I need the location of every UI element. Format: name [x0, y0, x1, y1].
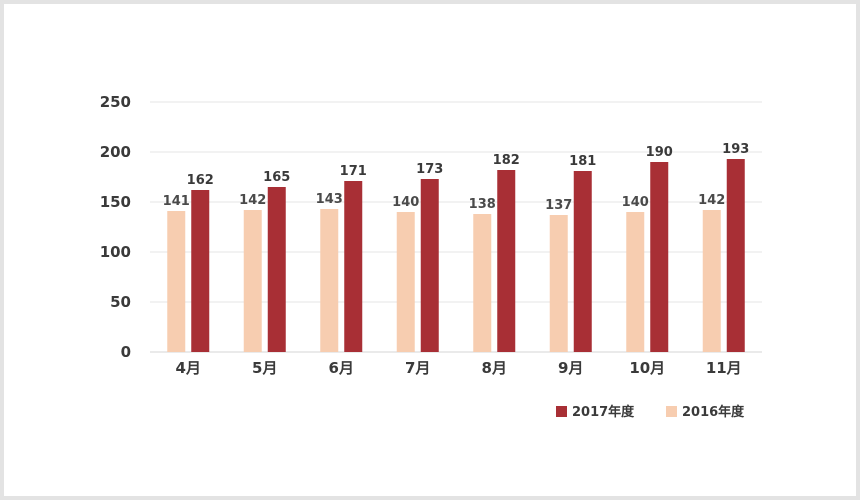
- y-axis: 0 50 100 150 200 250: [100, 93, 131, 361]
- bar: [726, 159, 745, 352]
- data-label: 142: [239, 193, 266, 208]
- bar: [344, 181, 363, 352]
- y-tick-label: 250: [100, 93, 131, 111]
- y-tick-label: 200: [100, 143, 131, 161]
- bar: [473, 214, 492, 352]
- data-label: 138: [469, 197, 496, 212]
- data-label: 182: [493, 153, 520, 168]
- bars: 141 162 142 165 143 171 140 173 138 182 137 181 140 1…: [163, 142, 749, 352]
- data-label: 162: [187, 173, 214, 188]
- data-label: 141: [163, 194, 190, 209]
- bar: [420, 179, 439, 352]
- x-tick-label: 7月: [405, 359, 430, 377]
- bar: [497, 170, 516, 352]
- bar: [243, 210, 262, 352]
- legend-label: 2017年度: [572, 404, 635, 420]
- bar: [191, 190, 210, 352]
- y-tick-label: 0: [121, 343, 131, 361]
- legend-label: 2016年度: [682, 404, 745, 420]
- data-label: 190: [646, 145, 673, 160]
- x-tick-label: 6月: [329, 359, 354, 377]
- x-tick-label: 4月: [176, 359, 201, 377]
- legend-swatch: [666, 406, 677, 417]
- bar: [267, 187, 286, 352]
- data-label: 173: [416, 162, 443, 177]
- x-tick-label: 11月: [706, 359, 742, 377]
- data-label: 140: [622, 195, 649, 210]
- data-label: 137: [545, 198, 572, 213]
- data-label: 143: [316, 192, 343, 207]
- bar: [626, 212, 645, 352]
- bar: [549, 215, 568, 352]
- bar: [573, 171, 592, 352]
- legend-swatch: [556, 406, 567, 417]
- x-tick-label: 10月: [629, 359, 665, 377]
- data-label: 181: [569, 154, 596, 169]
- bar: [650, 162, 669, 352]
- data-label: 193: [722, 142, 749, 157]
- data-label: 171: [340, 164, 367, 179]
- x-tick-label: 5月: [252, 359, 277, 377]
- legend: 2017年度 2016年度: [556, 404, 745, 420]
- y-tick-label: 50: [110, 293, 131, 311]
- y-tick-label: 100: [100, 243, 131, 261]
- data-label: 140: [392, 195, 419, 210]
- bar: [396, 212, 415, 352]
- x-tick-label: 8月: [482, 359, 507, 377]
- data-label: 165: [263, 170, 290, 185]
- y-tick-label: 150: [100, 193, 131, 211]
- gridlines: [150, 101, 762, 353]
- bar: [702, 210, 721, 352]
- bar: [320, 209, 339, 352]
- x-axis: 4月 5月 6月 7月 8月 9月 10月 11月: [176, 359, 742, 377]
- bar: [167, 211, 186, 352]
- x-tick-label: 9月: [558, 359, 583, 377]
- data-label: 142: [698, 193, 725, 208]
